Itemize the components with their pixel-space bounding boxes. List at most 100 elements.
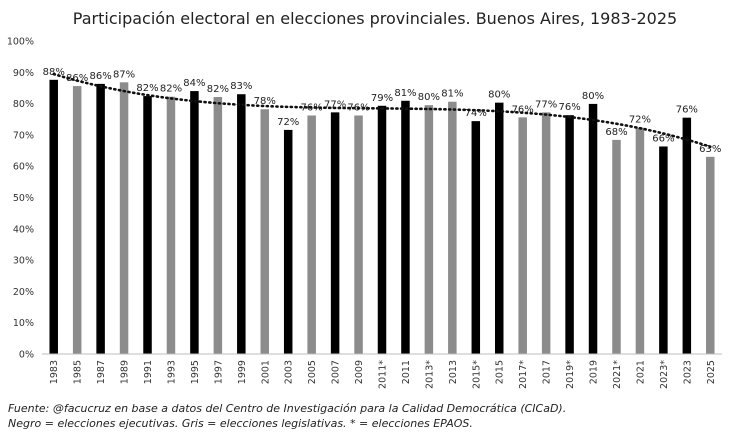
data-label: 66% (652, 133, 674, 144)
data-label: 83% (230, 81, 252, 92)
bar (706, 156, 715, 354)
x-tick-label: 1993 (166, 360, 177, 384)
bar (166, 96, 176, 355)
bar (682, 117, 692, 354)
x-tick-label: 2005 (307, 360, 318, 384)
x-tick-label: 2013 (448, 360, 459, 384)
bar (471, 121, 481, 355)
x-tick-label: 1995 (190, 360, 201, 384)
x-tick-label: 2021* (612, 360, 623, 389)
x-tick-label: 2023* (659, 360, 670, 389)
x-tick-label: 2023 (682, 360, 693, 384)
data-label: 86% (66, 73, 88, 84)
data-label: 80% (582, 91, 604, 102)
y-tick-label: 50% (13, 193, 34, 204)
bar (424, 105, 434, 354)
y-tick-label: 30% (13, 256, 34, 267)
data-label: 63% (699, 144, 721, 155)
y-tick-label: 70% (13, 130, 34, 141)
x-tick-label: 2013* (424, 360, 435, 389)
x-tick-label: 2015 (495, 360, 506, 384)
bar (354, 115, 363, 354)
source-note: Fuente: @facucruz en base a datos del Ce… (8, 402, 567, 415)
bar (96, 83, 105, 355)
bar (565, 115, 574, 354)
x-tick-label: 2017 (542, 360, 553, 384)
y-tick-label: 40% (13, 224, 34, 235)
bar (635, 127, 645, 355)
trendline (52, 72, 712, 149)
x-tick-label: 1987 (96, 360, 107, 384)
x-tick-label: 1989 (120, 360, 131, 384)
x-tick-label: 1985 (73, 360, 84, 384)
x-tick-label: 2009 (354, 360, 365, 384)
data-label: 68% (605, 127, 627, 138)
data-label: 81% (441, 89, 463, 100)
bar (283, 129, 293, 354)
x-tick-label: 2017* (518, 360, 529, 389)
data-label: 86% (90, 71, 112, 82)
x-tick-label: 2007 (331, 360, 342, 384)
data-label: 82% (160, 84, 182, 95)
data-label: 80% (488, 90, 510, 101)
bar (330, 112, 340, 354)
bar (72, 86, 82, 355)
bar (237, 94, 246, 355)
bar (448, 101, 457, 354)
chart-title: Participación electoral en elecciones pr… (73, 9, 677, 28)
x-tick-label: 1997 (213, 360, 224, 384)
data-label: 72% (277, 117, 299, 128)
data-label: 82% (207, 84, 229, 95)
x-tick-label: 2003 (284, 360, 295, 384)
legend-note: Negro = elecciones ejecutivas. Gris = el… (8, 417, 473, 430)
bar (307, 115, 316, 354)
y-tick-label: 100% (7, 37, 34, 48)
bar-chart: Participación electoral en elecciones pr… (7, 9, 722, 389)
bar (401, 100, 410, 355)
x-tick-label: 1991 (143, 360, 154, 384)
data-label: 81% (394, 88, 416, 99)
bar (49, 79, 58, 354)
data-label: 74% (465, 108, 487, 119)
y-tick-label: 10% (13, 318, 34, 329)
bar (541, 112, 551, 354)
data-label: 80% (418, 92, 440, 103)
data-label: 76% (676, 105, 698, 116)
bar (659, 146, 668, 354)
data-label: 87% (113, 69, 135, 80)
y-tick-label: 90% (13, 68, 34, 79)
x-tick-label: 2021 (635, 360, 646, 384)
data-label: 84% (183, 78, 205, 89)
bar (119, 82, 129, 354)
data-label: 88% (43, 67, 65, 78)
x-tick-label: 2001 (260, 360, 271, 384)
data-label: 82% (136, 83, 158, 94)
x-tick-label: 2011 (401, 360, 412, 384)
y-tick-label: 60% (13, 162, 34, 173)
x-tick-label: 2011* (378, 360, 389, 389)
x-tick-label: 1983 (49, 360, 60, 384)
x-tick-label: 1999 (237, 360, 248, 384)
y-axis: 0% 10% 20% 30% 40% 50% 60% 70% 80% 90% 100% (7, 37, 34, 361)
bar (377, 105, 387, 354)
data-label: 76% (558, 102, 580, 113)
bar (588, 103, 598, 355)
x-tick-label: 2019 (589, 360, 600, 384)
data-label: 79% (371, 93, 393, 104)
bar (494, 102, 504, 354)
bar (143, 96, 152, 354)
bar (260, 109, 270, 354)
bar (612, 139, 621, 354)
data-label: 77% (324, 99, 346, 110)
x-tick-label: 2019* (565, 360, 576, 389)
bar (518, 117, 527, 354)
x-tick-label: 2025 (706, 360, 717, 384)
bar (190, 91, 199, 354)
y-tick-label: 0% (19, 350, 34, 361)
y-tick-label: 80% (13, 99, 34, 110)
x-tick-label: 2015* (471, 360, 482, 389)
data-label: 76% (512, 104, 534, 115)
x-axis: 1983 1985 1987 1989 1991 1993 1995 1997 1999 2001… (42, 353, 722, 389)
data-label: 78% (254, 96, 276, 107)
bar (213, 97, 223, 354)
